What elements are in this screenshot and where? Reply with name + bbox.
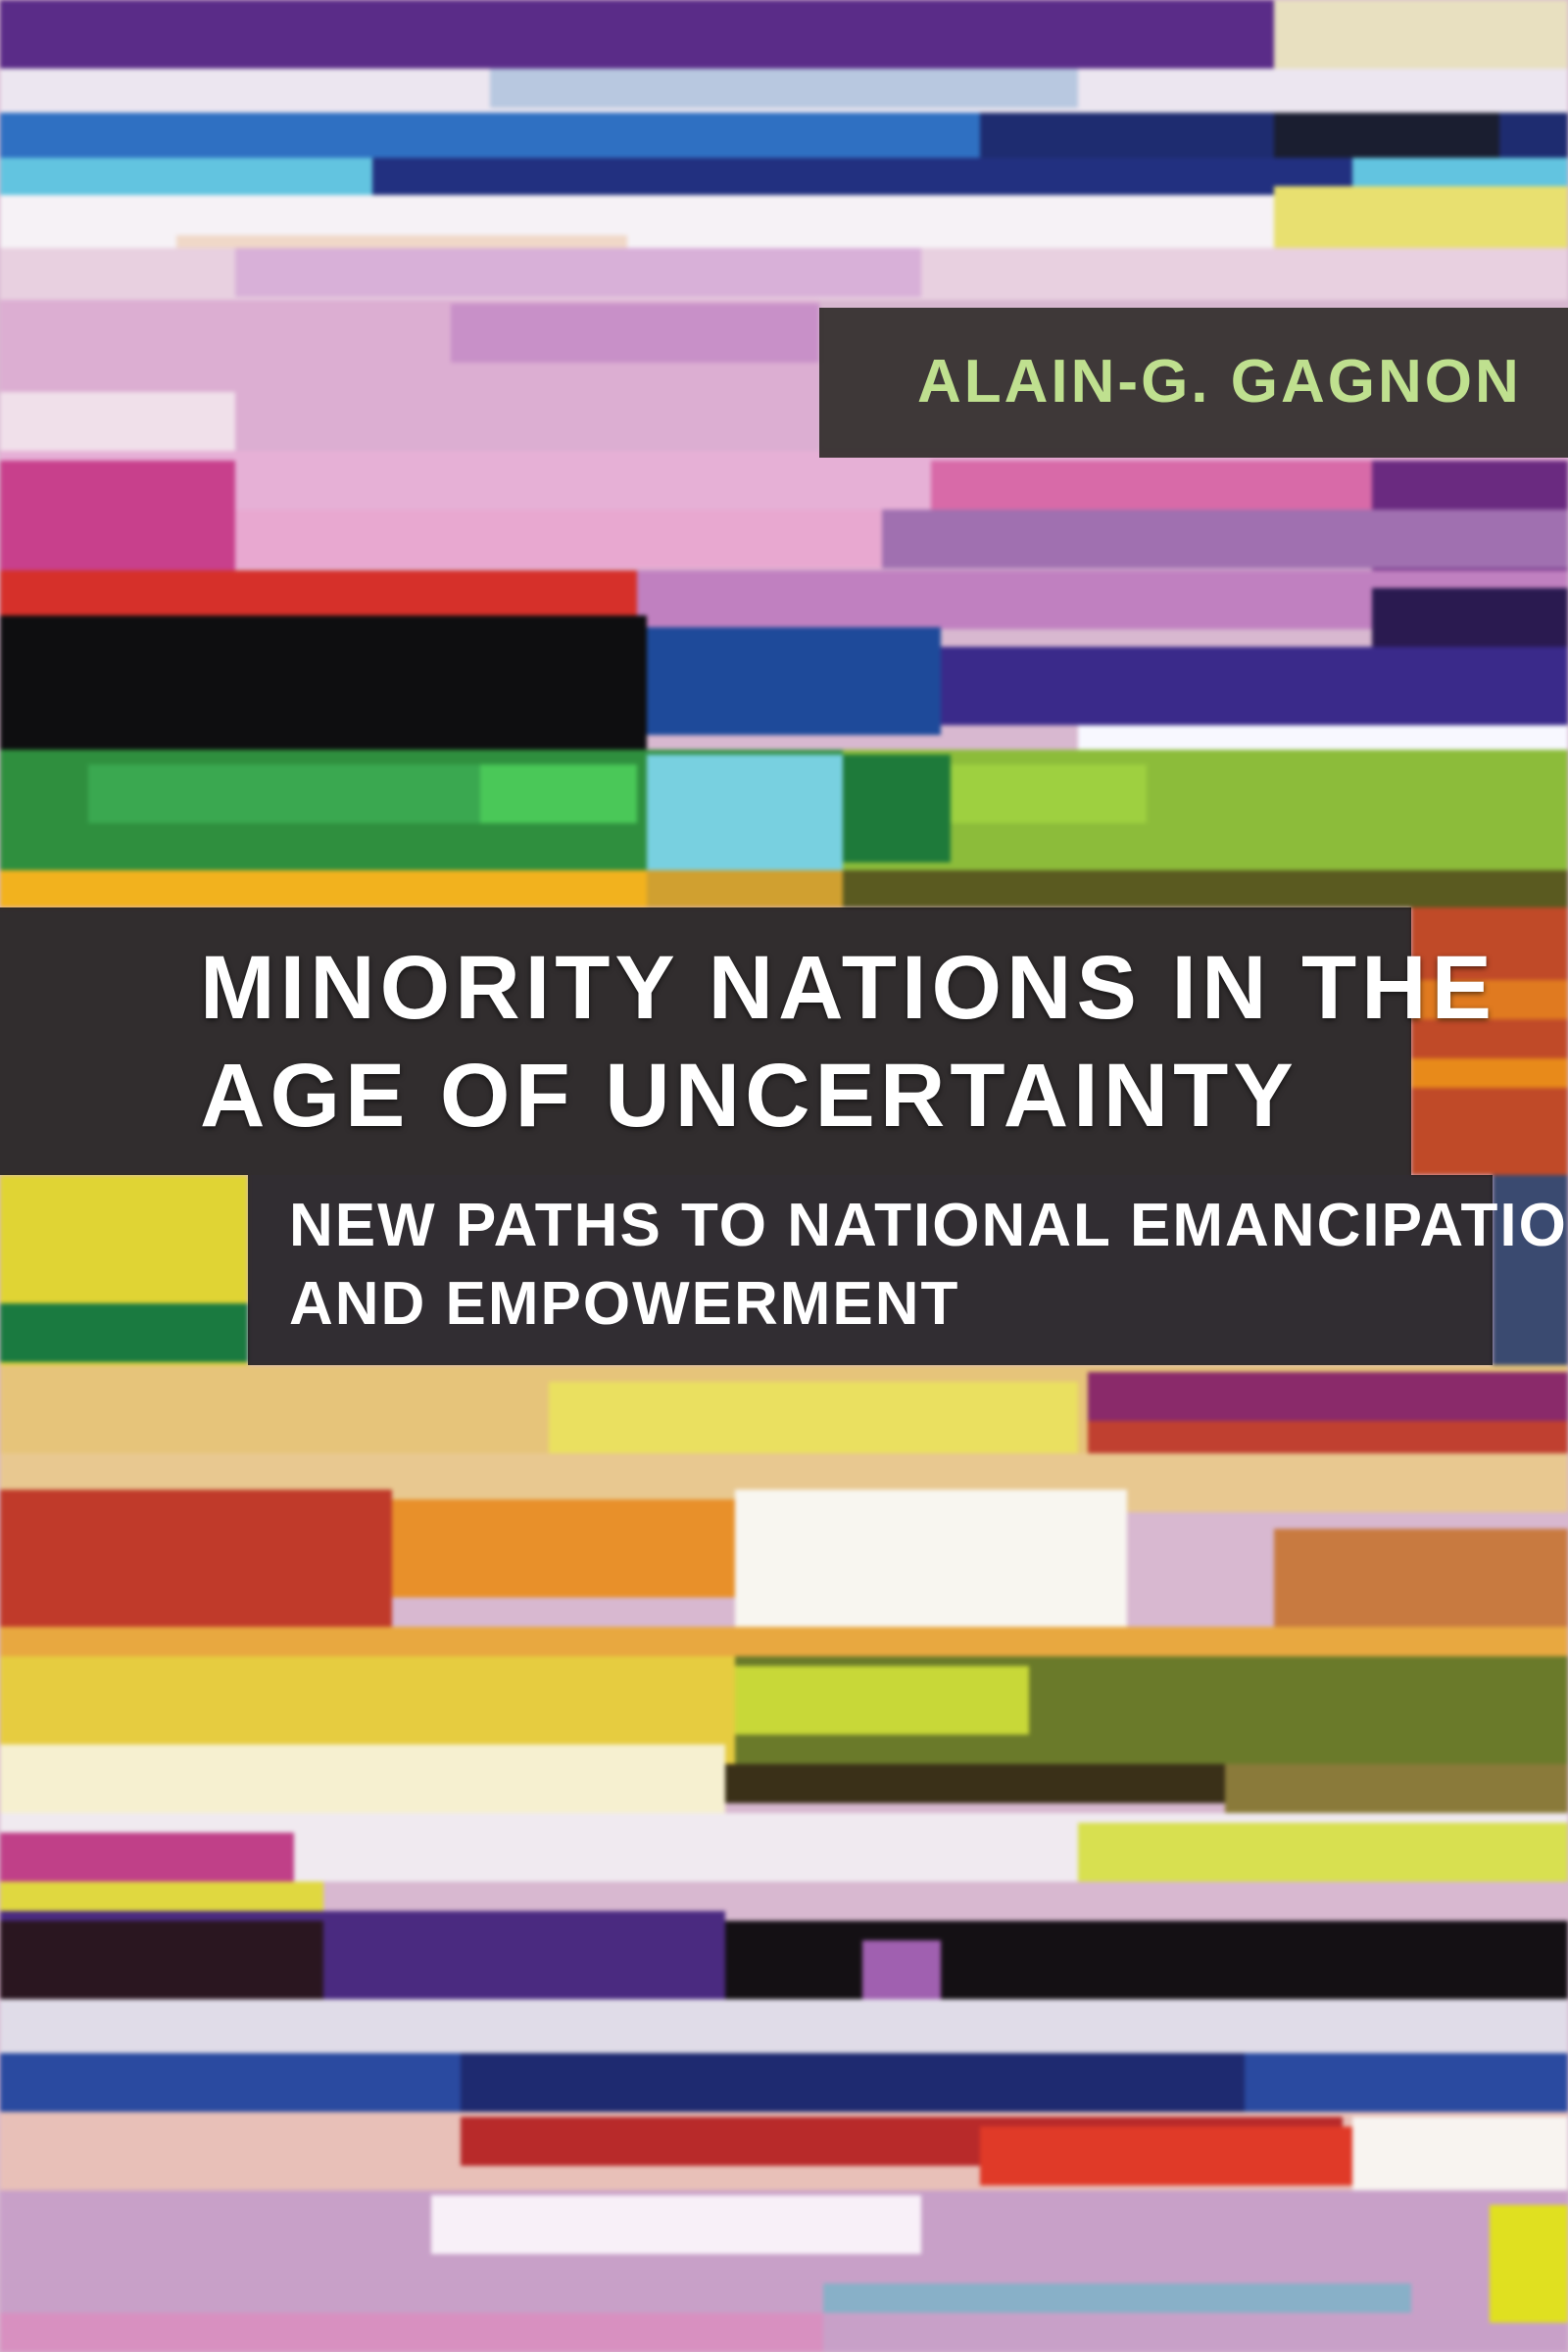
color-stripe: [235, 510, 882, 568]
color-stripe: [0, 1882, 323, 1911]
color-stripe: [0, 1833, 294, 1882]
color-stripe: [0, 1744, 725, 1813]
color-stripe: [1274, 0, 1568, 69]
color-stripe: [647, 870, 843, 907]
color-stripe: [431, 2195, 921, 2254]
color-stripe: [490, 69, 1078, 108]
color-stripe: [1078, 1823, 1568, 1882]
color-stripe: [1411, 907, 1568, 1175]
color-stripe: [1352, 2117, 1568, 2195]
color-stripe: [1372, 588, 1568, 657]
color-stripe: [862, 1940, 941, 1999]
color-stripe: [1490, 2205, 1568, 2323]
color-stripe: [480, 764, 637, 823]
color-stripe: [1411, 980, 1568, 1019]
color-stripe: [0, 392, 235, 451]
subtitle-panel: NEW PATHS TO NATIONAL EMANCIPATION AND E…: [248, 1175, 1568, 1365]
color-stripe: [88, 764, 480, 823]
color-stripe: [882, 510, 1568, 568]
color-stripe: [1274, 186, 1568, 255]
color-stripe: [0, 1490, 392, 1627]
book-title-line-2: AGE OF UNCERTAINTY: [200, 1046, 1298, 1146]
subtitle-line-1: NEW PATHS TO NATIONAL EMANCIPATION: [289, 1192, 1568, 1259]
color-stripe: [1411, 1058, 1568, 1088]
color-stripe: [823, 2283, 1411, 2313]
color-stripe: [0, 870, 647, 907]
color-stripe: [735, 1490, 1127, 1627]
color-stripe: [372, 158, 1352, 195]
color-stripe: [843, 870, 1568, 907]
color-stripe: [0, 1303, 248, 1362]
color-stripe: [0, 1921, 323, 2009]
author-panel: ALAIN-G. GAGNON: [819, 308, 1568, 458]
color-stripe: [0, 2313, 823, 2352]
color-stripe: [0, 615, 647, 750]
color-stripe: [451, 304, 819, 363]
color-stripe: [647, 755, 843, 872]
color-stripe: [941, 647, 1568, 725]
color-stripe: [1078, 725, 1568, 750]
color-stripe: [1225, 1764, 1568, 1813]
color-stripe: [647, 627, 941, 735]
color-stripe: [0, 1999, 1568, 2053]
color-stripe: [392, 1499, 735, 1597]
author-name: ALAIN-G. GAGNON: [917, 348, 1522, 416]
color-stripe: [1493, 1175, 1568, 1365]
color-stripe: [980, 2127, 1352, 2185]
subtitle-line-2: AND EMPOWERMENT: [289, 1270, 960, 1338]
color-stripe: [1274, 1529, 1568, 1627]
color-stripe: [0, 1627, 1568, 1656]
color-stripe: [0, 461, 235, 578]
color-stripe: [951, 764, 1147, 823]
color-stripe: [461, 2053, 1245, 2112]
title-panel: MINORITY NATIONS IN THE AGE OF UNCERTAIN…: [0, 907, 1492, 1175]
color-stripe: [843, 755, 951, 862]
color-stripe: [725, 1921, 1568, 1999]
color-stripe: [549, 1382, 1078, 1460]
color-stripe: [735, 1666, 1029, 1735]
book-title-line-1: MINORITY NATIONS IN THE: [200, 938, 1496, 1038]
color-stripe: [235, 248, 921, 297]
